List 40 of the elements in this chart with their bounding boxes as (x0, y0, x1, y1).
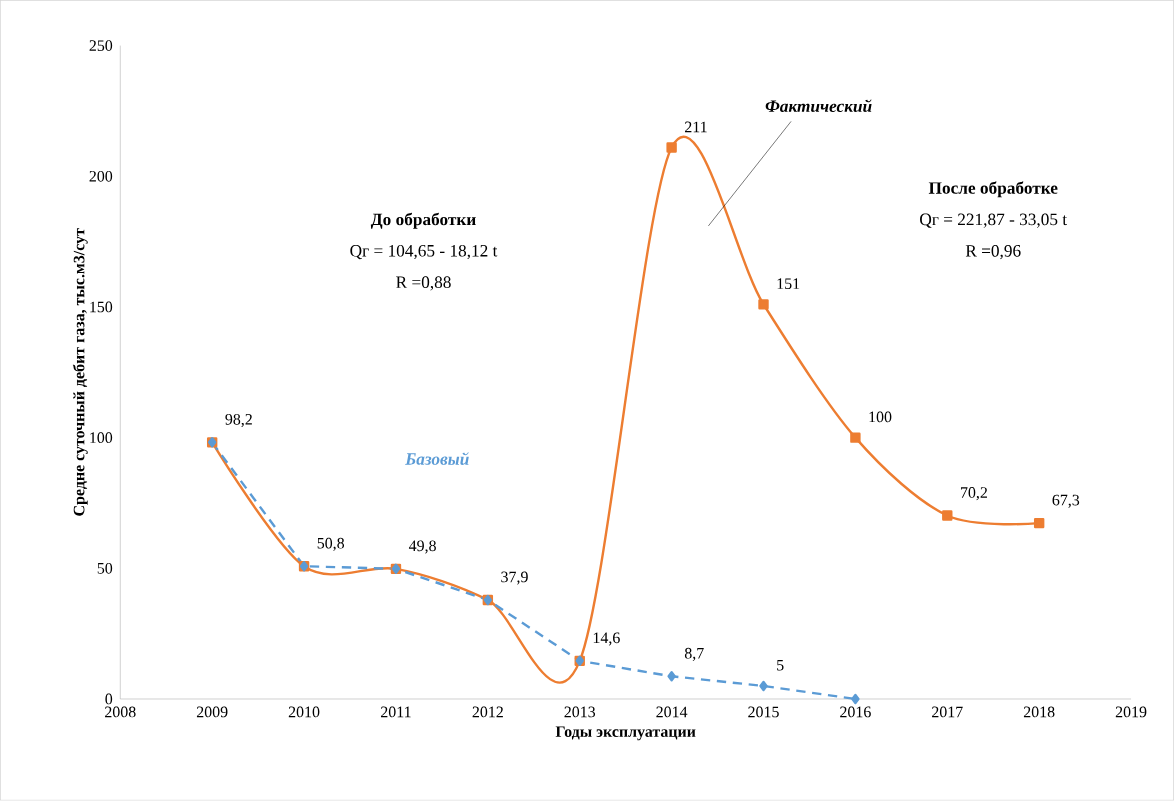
text: Фактический (765, 99, 872, 113)
x-tick-label: 2018 (1023, 706, 1055, 718)
data-label: 70,2 (961, 487, 987, 501)
annotation: Qг = 221,87 - 33,05 t (920, 213, 1068, 229)
data-label: 14,6 (593, 632, 620, 646)
y-tick-label: 0 (105, 693, 113, 705)
data-label: 98,2 (225, 414, 252, 428)
annotation: До обработки (370, 212, 476, 229)
data-label: 151 (777, 278, 800, 290)
x-tick-label: 2010 (288, 706, 320, 718)
data-label: 100 (869, 411, 892, 423)
y-tick-label: 100 (90, 432, 113, 444)
annotation: R =0,96 (965, 245, 1021, 260)
data-label: 8,7 (684, 648, 704, 662)
data-label: 49,8 (408, 540, 436, 554)
x-tick-label: 2011 (381, 706, 411, 718)
data-label: 67,3 (1052, 494, 1080, 508)
x-tick-label: 2016 (840, 706, 871, 718)
x-tick-label: 2013 (564, 706, 596, 718)
y-tick-label: 150 (90, 301, 113, 313)
x-tick-label: 2019 (1115, 706, 1147, 718)
data-label: 37,9 (501, 571, 528, 585)
data-label: 211 (685, 121, 707, 133)
annotation: R =0,88 (396, 276, 451, 291)
x-tick-label: 2015 (748, 706, 779, 718)
x-tick-label: 2009 (196, 706, 228, 718)
annotation: После обработке (928, 181, 1058, 198)
x-tick-label: 2008 (105, 706, 136, 718)
y-tick-label: 200 (89, 171, 113, 182)
x-axis-title: Годы эксплуатации (555, 726, 696, 741)
y-tick-label: 250 (89, 40, 113, 52)
data-label: 5 (777, 660, 784, 671)
y-axis-title: Средне суточный дебит газа, тыс.м3/сут (72, 228, 88, 516)
x-tick-label: 2012 (472, 706, 503, 718)
annotation: Qг = 104,65 - 18,12 t (350, 245, 498, 260)
text: Базовый (405, 452, 469, 466)
x-tick-label: 2014 (656, 706, 688, 718)
y-tick-label: 50 (97, 563, 113, 574)
data-label: 50,8 (317, 538, 345, 552)
x-tick-label: 2017 (932, 706, 963, 718)
